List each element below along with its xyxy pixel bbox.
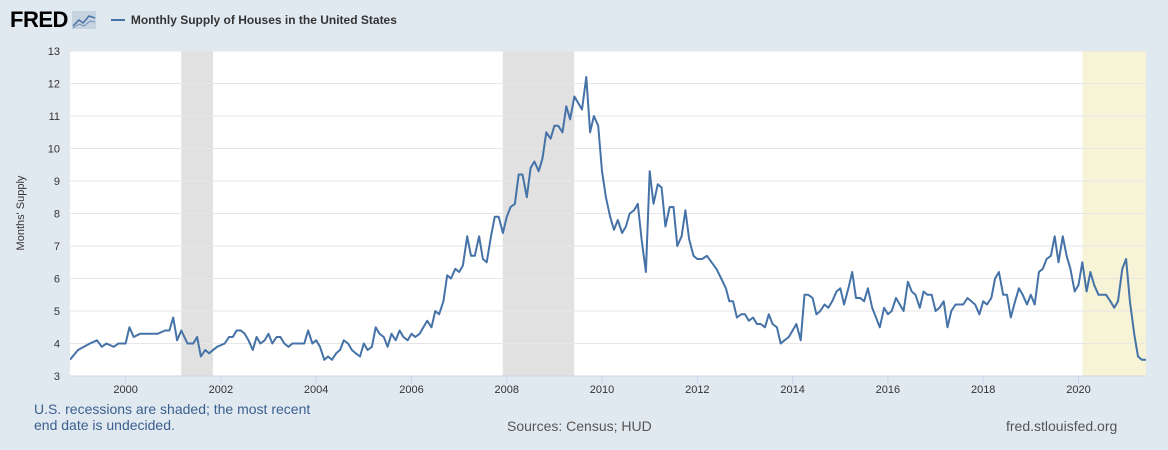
x-tick-label: 2000	[113, 384, 137, 396]
x-tick-label: 2004	[304, 384, 328, 396]
series-line-1[interactable]	[70, 76, 1168, 361]
y-tick-label: 7	[54, 241, 60, 253]
x-tick-label: 2006	[399, 384, 423, 396]
y-axis: 3 4 5 6 7 8 9 10 11 12 13	[48, 46, 60, 383]
chart-header: FRED Monthly Supply of Houses in the Uni…	[10, 6, 397, 34]
fred-logo-text: FRED	[10, 7, 68, 32]
y-tick-label: 4	[54, 339, 60, 351]
legend-line-swatch	[110, 19, 125, 21]
x-tick-label: 2012	[685, 384, 709, 396]
site-link[interactable]: fred.stlouisfed.org	[1006, 418, 1118, 434]
x-axis: 2000 2002 2004 2006 2008 2010 2012 2014 2016 2018…	[70, 375, 1146, 396]
x-tick-label: 2014	[780, 384, 804, 396]
y-tick-label: 8	[54, 209, 60, 221]
x-tick-label: 2016	[876, 384, 900, 396]
x-tick-label: 2008	[495, 384, 519, 396]
chart-legend: Monthly Supply of Houses in the United S…	[110, 13, 397, 27]
y-tick-label: 3	[54, 371, 60, 383]
recession-note: U.S. recessions are shaded; the most rec…	[34, 401, 311, 433]
y-tick-label: 12	[48, 79, 60, 91]
x-tick-label: 2002	[209, 384, 233, 396]
sources-note: Sources: Census; HUD	[507, 418, 652, 434]
x-tick-label: 2018	[971, 384, 995, 396]
y-tick-label: 5	[54, 306, 60, 318]
legend-label: Monthly Supply of Houses in the United S…	[130, 13, 397, 27]
y-tick-label: 10	[48, 144, 60, 156]
y-axis-label: Months' Supply	[15, 175, 27, 250]
y-tick-label: 6	[54, 274, 60, 286]
fred-logo[interactable]: FRED	[10, 7, 97, 33]
y-tick-label: 9	[54, 176, 60, 188]
fred-chart-icon	[71, 11, 96, 29]
x-tick-label: 2010	[590, 384, 614, 396]
y-tick-label: 11	[49, 111, 60, 123]
x-tick-label: 2020	[1066, 384, 1090, 396]
series-layer	[70, 76, 1168, 361]
y-tick-label: 13	[48, 46, 60, 58]
